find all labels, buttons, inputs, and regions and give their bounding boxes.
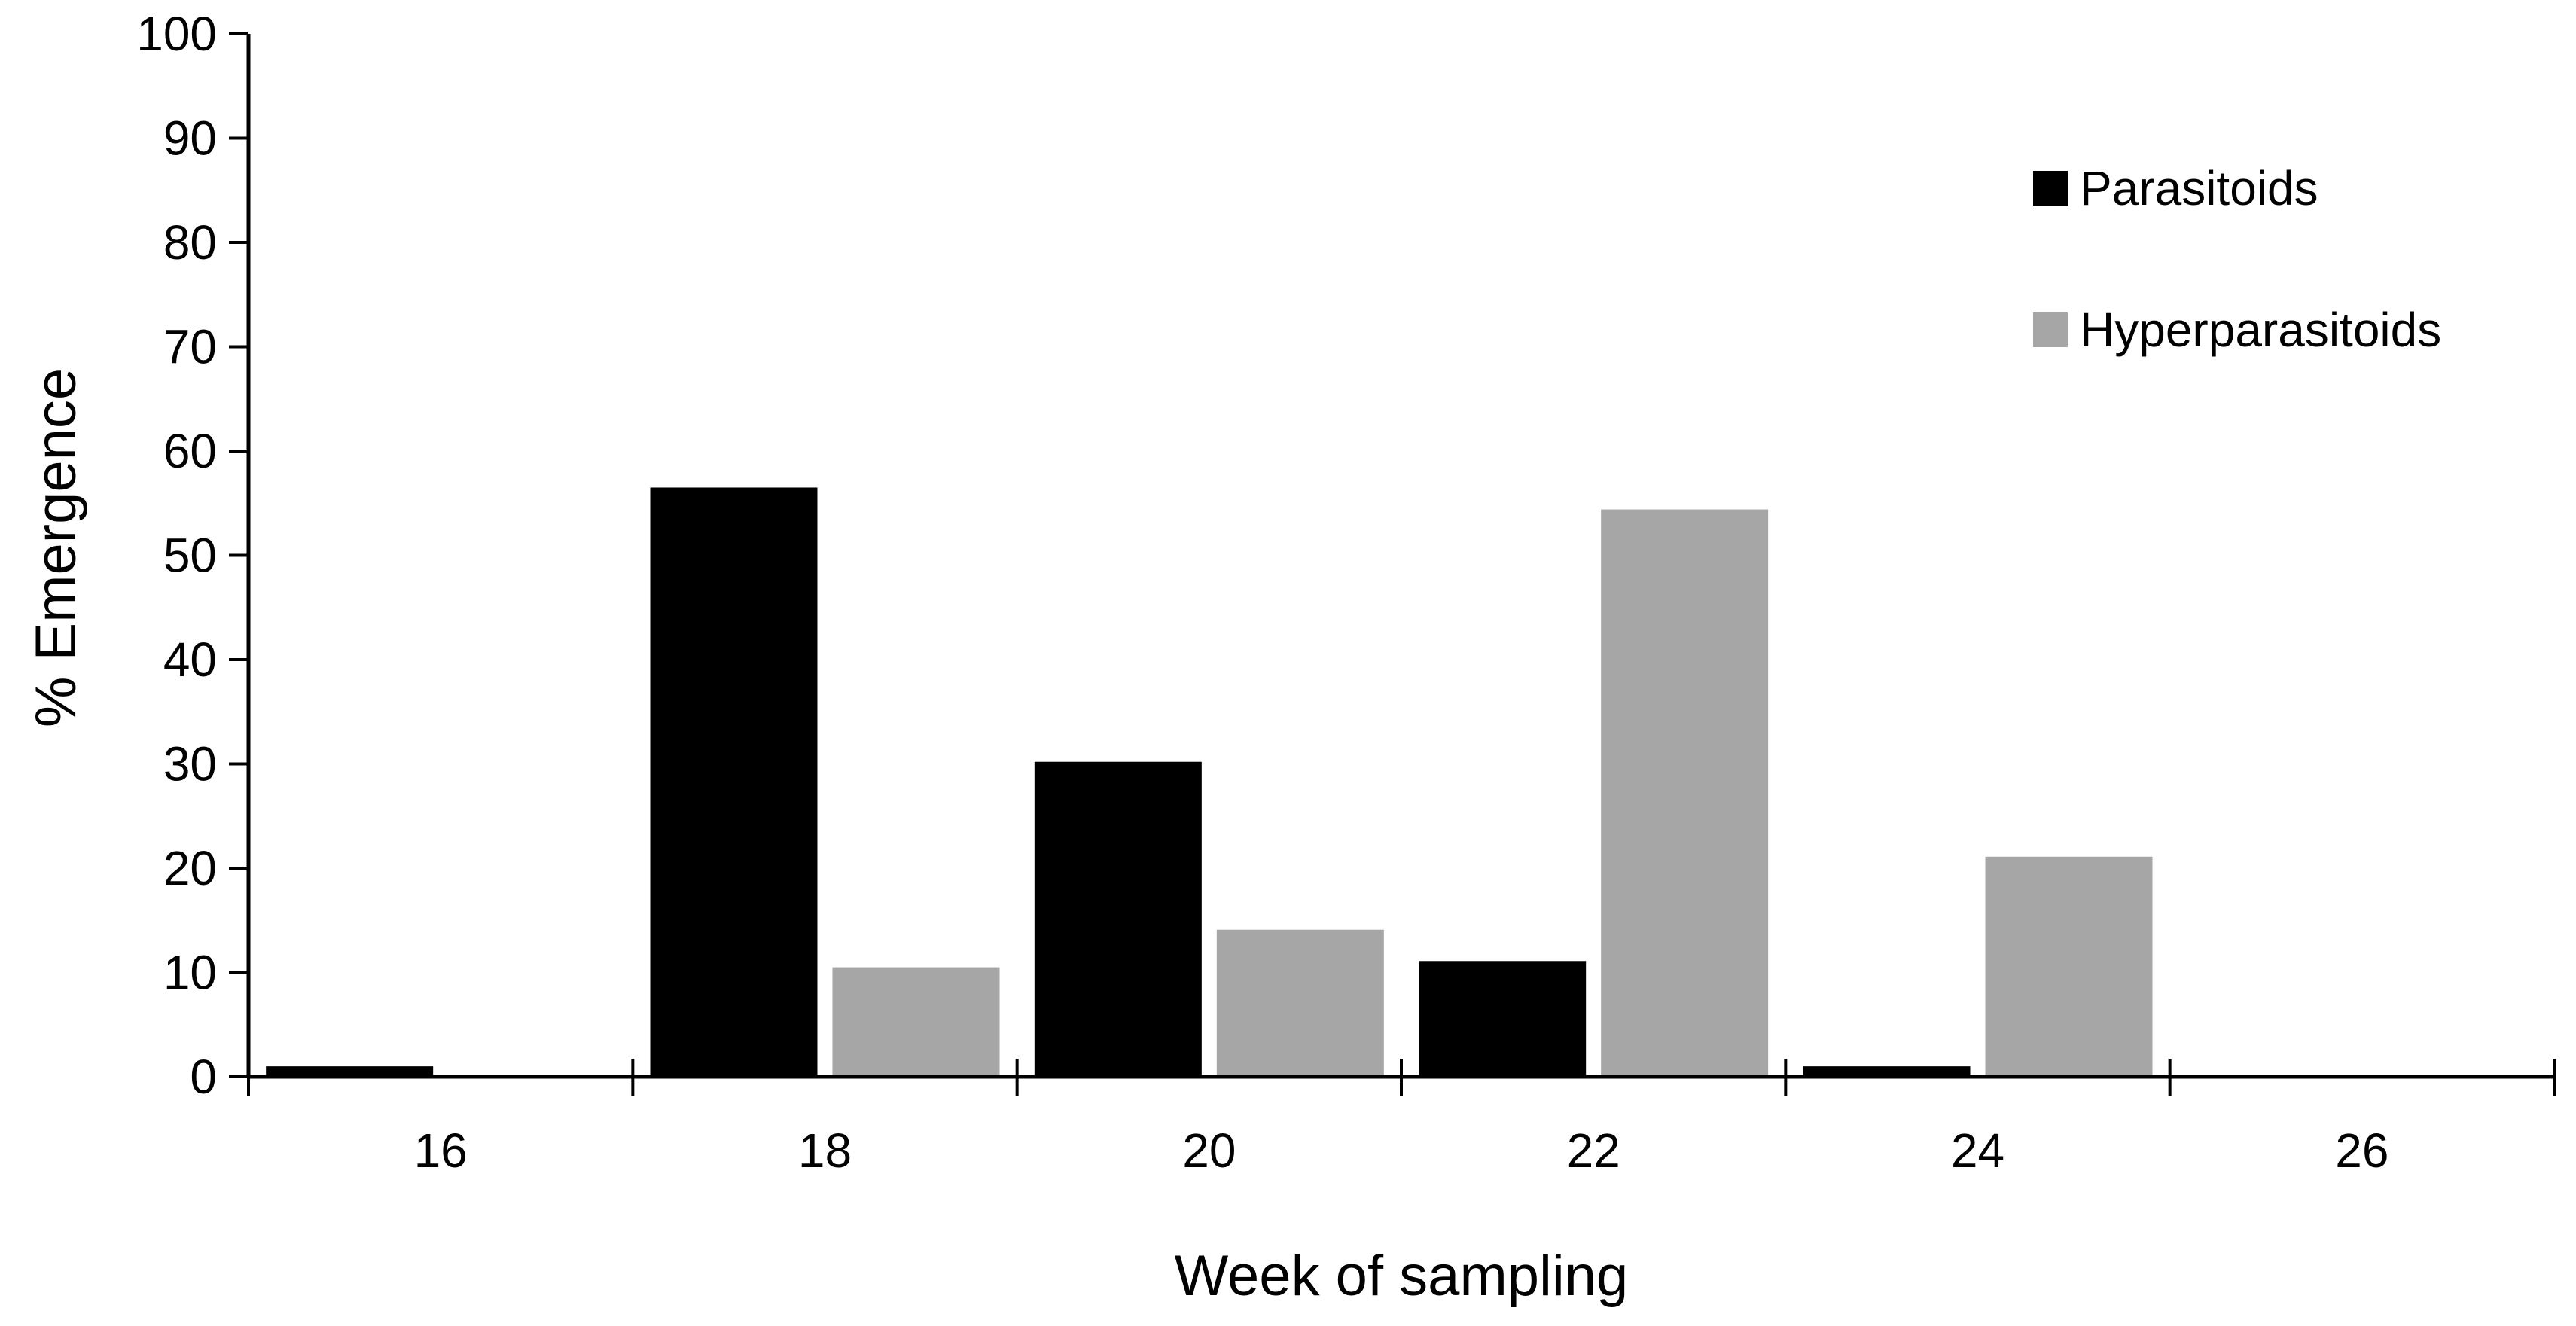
- x-tick-label: 20: [1182, 1123, 1236, 1178]
- bar-hyperparasitoids-week-20: [1216, 929, 1384, 1077]
- y-tick-label: 10: [163, 946, 217, 1000]
- y-tick-label: 90: [163, 111, 217, 166]
- bars-layer: [266, 487, 2153, 1077]
- y-tick-label: 100: [136, 7, 217, 61]
- legend-swatch-hyperparasitoids: [2033, 312, 2068, 347]
- y-tick-label: 20: [163, 841, 217, 895]
- legend-label-hyperparasitoids: Hyperparasitoids: [2080, 303, 2441, 357]
- x-tick-label: 26: [2335, 1123, 2389, 1178]
- legend-swatch-parasitoids: [2033, 171, 2068, 206]
- y-tick-label: 70: [163, 320, 217, 374]
- x-ticks: 16 18 20 22 24 26: [247, 1059, 2556, 1178]
- y-axis-title: % Emergence: [24, 368, 88, 727]
- y-tick-label: 30: [163, 737, 217, 791]
- y-tick-label: 60: [163, 424, 217, 478]
- bar-parasitoids-week-24: [1803, 1066, 1971, 1077]
- bar-parasitoids-week-16: [266, 1066, 434, 1077]
- bar-parasitoids-week-20: [1034, 761, 1202, 1077]
- x-tick-label: 16: [414, 1123, 468, 1178]
- bar-hyperparasitoids-week-22: [1601, 509, 1769, 1077]
- x-tick-label: 24: [1951, 1123, 2004, 1178]
- bar-hyperparasitoids-week-18: [832, 967, 1000, 1077]
- y-tick-label: 50: [163, 529, 217, 583]
- x-tick-label: 22: [1567, 1123, 1620, 1178]
- y-ticks: 0 10 20 30 40 50 60 70 80 90 100: [136, 7, 248, 1104]
- bar-parasitoids-week-22: [1419, 961, 1587, 1077]
- x-tick-label: 18: [798, 1123, 852, 1178]
- y-tick-label: 0: [190, 1050, 217, 1104]
- legend: Parasitoids Hyperparasitoids: [2033, 161, 2441, 357]
- y-tick-label: 80: [163, 215, 217, 270]
- legend-label-parasitoids: Parasitoids: [2080, 161, 2318, 215]
- x-axis-title: Week of sampling: [1175, 1244, 1629, 1308]
- bar-parasitoids-week-18: [650, 487, 818, 1077]
- bar-hyperparasitoids-week-24: [1985, 856, 2153, 1077]
- y-tick-label: 40: [163, 633, 217, 687]
